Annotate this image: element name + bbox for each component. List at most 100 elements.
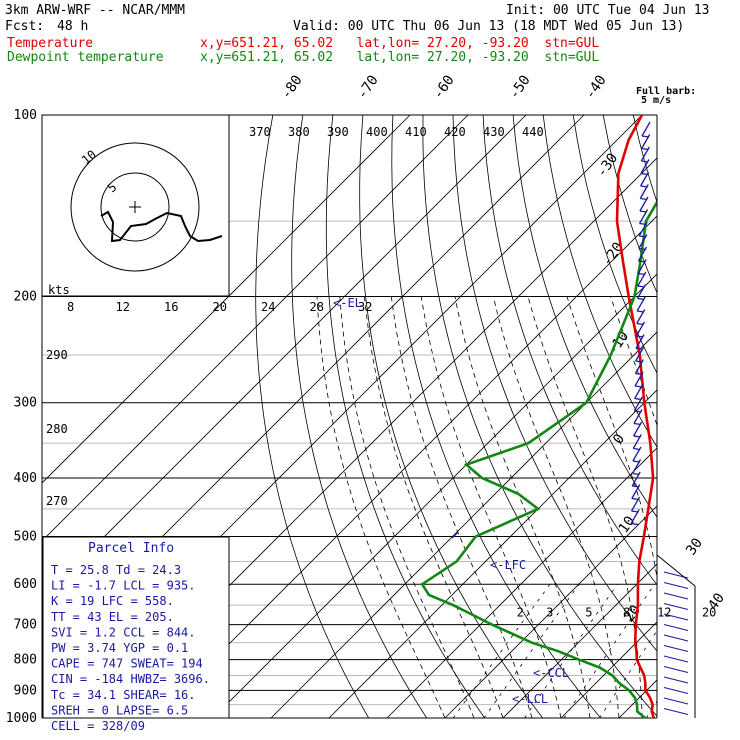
- wind-barb: [634, 384, 644, 399]
- pressure-tick-label: 100: [14, 108, 37, 123]
- pressure-tick-label: 1000: [6, 711, 37, 726]
- wind-barb: [631, 484, 641, 499]
- wind-barb: [640, 171, 650, 187]
- parcel-row: T = 25.8 Td = 24.3: [51, 563, 181, 577]
- parcel-info-box: Parcel Info T = 25.8 Td = 24.3 LI = -1.7 L…: [42, 536, 230, 733]
- isotherm-line: [154, 215, 657, 718]
- wind-barb: [640, 146, 650, 162]
- hodograph-scale-label: 32: [358, 300, 372, 314]
- wind-barb: [631, 459, 642, 474]
- wind-barb: [635, 346, 645, 362]
- hodograph-ring: [100, 172, 170, 242]
- isotherm-line: [560, 621, 657, 718]
- wind-barb: [632, 446, 642, 462]
- wind-barb: [663, 676, 689, 684]
- dewpoint-location: x,y=651.21, 65.02 lat,lon= 27.20, -93.20…: [200, 50, 600, 65]
- wind-barb: [635, 321, 645, 337]
- theta-label-left: 290: [46, 348, 68, 362]
- forecast-hour: 48 h: [57, 19, 89, 34]
- isotherm-tick-label: 30: [683, 535, 706, 558]
- parcel-row: Tc = 34.1 SHEAR= 16.: [51, 688, 196, 702]
- wind-barb: [663, 623, 689, 632]
- sounding-series: [420, 115, 657, 718]
- pressure-tick-label: 300: [14, 396, 37, 411]
- pressure-tick-label: 400: [14, 471, 37, 486]
- isotherm-line: [42, 115, 469, 542]
- theta-label: 370: [249, 125, 271, 139]
- wind-barb: [641, 134, 651, 149]
- wind-barb: [663, 644, 689, 653]
- hodograph-scale-label: 16: [164, 300, 178, 314]
- hodograph-scale-label: 28: [310, 300, 324, 314]
- dry-adiabat-line: [255, 115, 370, 718]
- moist-adiabat-line: [454, 296, 591, 718]
- hodograph-scale-label: 8: [67, 300, 74, 314]
- theta-label-left: 270: [46, 494, 68, 508]
- wind-barb: [663, 707, 689, 716]
- theta-label-left: 280: [46, 422, 68, 436]
- moist-adiabat-line: [527, 296, 643, 718]
- wind-barb: [637, 246, 648, 262]
- wind-barb: [663, 686, 689, 695]
- dry-adiabat-line: [359, 115, 544, 718]
- wind-barb: [637, 271, 647, 287]
- pressure-tick-label: 500: [14, 529, 37, 544]
- parcel-title: Parcel Info: [88, 541, 174, 556]
- isotherm-line: [270, 331, 657, 718]
- level-marker-label: <-CCL: [533, 666, 569, 680]
- isotherm-tick-label: -70: [354, 72, 382, 102]
- isotherm-tick-label: 40: [705, 590, 728, 613]
- wind-barb: [631, 471, 641, 487]
- wind-barb: [639, 196, 649, 212]
- wind-barb: [630, 496, 641, 512]
- wind-barb: [634, 359, 644, 374]
- wind-barb: [633, 421, 643, 437]
- wind-barb: [663, 655, 689, 663]
- parcel-row: SVI = 1.2 CCL = 844.: [51, 625, 196, 639]
- dry-adiabat-line: [291, 115, 428, 718]
- wind-barb: [630, 509, 640, 524]
- lfc-tick: [451, 531, 459, 539]
- theta-label: 440: [522, 125, 544, 139]
- pressure-tick-label: 700: [14, 618, 37, 633]
- theta-label: 420: [444, 125, 466, 139]
- wind-barb: [637, 259, 647, 274]
- wind-barb: [633, 409, 643, 424]
- full-barb-note: Full barb:: [636, 86, 696, 97]
- mixing-ratio-label: 5: [585, 606, 592, 620]
- hodograph-trace: [100, 210, 223, 243]
- wind-barb: [634, 371, 644, 387]
- wind-barb: [663, 634, 689, 642]
- mixing-ratio-label: 8: [623, 606, 630, 620]
- isotherm-tick-label: -60: [430, 72, 458, 102]
- parcel-box-frame: [42, 536, 230, 719]
- wind-barb: [663, 602, 689, 611]
- moist-adiabat-line: [339, 296, 475, 718]
- hodograph-scale-label: 20: [213, 300, 227, 314]
- dry-adiabat-line: [391, 115, 602, 718]
- wind-barb: [638, 209, 649, 224]
- isotherm-line: [386, 447, 657, 718]
- pressure-tick-label: 900: [14, 683, 37, 698]
- isotherm-line: [444, 505, 657, 718]
- wind-barb: [636, 309, 646, 324]
- dry-adiabat-line: [512, 115, 657, 518]
- parcel-row: LI = -1.7 LCL = 935.: [51, 579, 196, 593]
- isotherm-line: [618, 679, 657, 718]
- wind-barb: [632, 434, 642, 449]
- wind-barb-flag: [631, 522, 639, 526]
- valid-time: Valid: 00 UTC Thu 06 Jun 13 (18 MDT Wed …: [293, 19, 685, 34]
- theta-label: 380: [288, 125, 310, 139]
- isotherm-line: [42, 115, 527, 600]
- isotherm-line: [735, 115, 740, 718]
- hodograph-scale-label: 24: [261, 300, 275, 314]
- wind-barb: [663, 665, 689, 674]
- wind-barb: [633, 396, 643, 412]
- hodograph: 105: [41, 114, 230, 297]
- theta-label: 430: [483, 125, 505, 139]
- isotherm-line: [42, 115, 411, 484]
- parcel-row: CIN = -184 HWBZ= 3696.: [51, 672, 210, 686]
- dewpoint-line: [420, 199, 657, 718]
- parcel-row: CAPE = 747 SWEAT= 194: [51, 657, 203, 671]
